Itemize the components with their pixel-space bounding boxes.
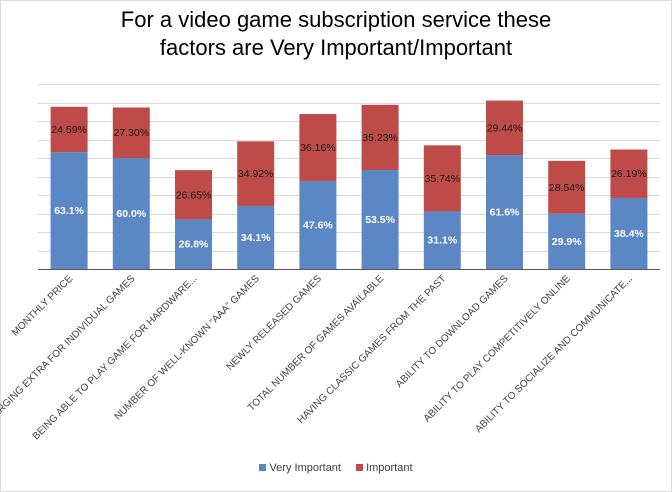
bar-important — [50, 106, 88, 153]
legend-label-very-important: Very Important — [269, 462, 341, 474]
data-label-very-important: 26.8% — [179, 239, 209, 251]
category-label: ABILITY TO PLAY COMPETITIVELY ONLINE — [422, 273, 573, 424]
data-label-very-important: 47.6% — [303, 219, 333, 231]
data-label-important: 27.30% — [113, 127, 149, 139]
bar-important — [299, 114, 337, 181]
data-label-very-important: 34.1% — [241, 232, 271, 244]
legend-entry-important: Important — [356, 462, 413, 474]
bar-very-important — [548, 213, 586, 269]
bar-very-important — [237, 205, 275, 269]
bar-very-important — [361, 170, 399, 269]
data-label-very-important: 53.5% — [365, 214, 395, 226]
category-label: TOTAL NUMBER OF GAMES AVAILABLE — [246, 273, 386, 413]
bar-very-important — [423, 211, 461, 269]
bar-important — [423, 145, 461, 212]
bar-important — [112, 107, 150, 158]
bar-very-important — [175, 219, 212, 269]
legend-entry-very-important: Very Important — [259, 462, 341, 474]
bar-very-important — [299, 180, 337, 269]
chart-title-line-1: For a video game subscription service th… — [120, 7, 552, 32]
bar-important — [548, 160, 586, 214]
legend: Very Important Important — [0, 462, 672, 474]
data-label-important: 36.16% — [300, 142, 336, 154]
data-label-important: 29.44% — [487, 122, 523, 134]
bar-important — [486, 100, 523, 156]
category-label: NUMBER OF WELL-KNOWN “AAA” GAMES — [113, 273, 262, 422]
data-label-very-important: 61.6% — [490, 207, 520, 219]
chart-title: For a video game subscription service th… — [0, 6, 672, 62]
data-label-very-important: 31.1% — [427, 235, 457, 247]
bar-important — [175, 170, 212, 220]
chart-title-line-2: factors are Very Important/Important — [159, 35, 513, 60]
bar-very-important — [486, 155, 523, 269]
legend-swatch-very-important — [259, 464, 267, 471]
bar-important — [237, 141, 275, 206]
data-label-important: 24.59% — [51, 124, 87, 136]
data-label-very-important: 29.9% — [552, 236, 582, 248]
data-label-important: 28.54% — [549, 182, 585, 194]
bar-important — [361, 104, 399, 171]
bar-very-important — [112, 158, 150, 269]
data-label-important: 34.92% — [238, 168, 274, 180]
legend-swatch-important — [356, 464, 364, 471]
data-label-very-important: 38.4% — [614, 228, 644, 240]
bar-very-important — [610, 197, 648, 269]
data-label-important: 26.19% — [611, 168, 647, 180]
legend-label-important: Important — [366, 462, 413, 474]
category-label: ABILITY TO DOWNLOAD GAMES — [394, 273, 511, 390]
data-label-important: 26.65% — [176, 189, 212, 201]
data-label-important: 35.74% — [424, 173, 460, 185]
data-label-very-important: 63.1% — [54, 205, 84, 217]
bar-very-important — [50, 152, 88, 269]
category-label: MONTHLY PRICE — [10, 273, 76, 339]
data-label-very-important: 60.0% — [116, 208, 146, 220]
bar-important — [610, 149, 648, 198]
data-label-important: 35.23% — [362, 132, 398, 144]
